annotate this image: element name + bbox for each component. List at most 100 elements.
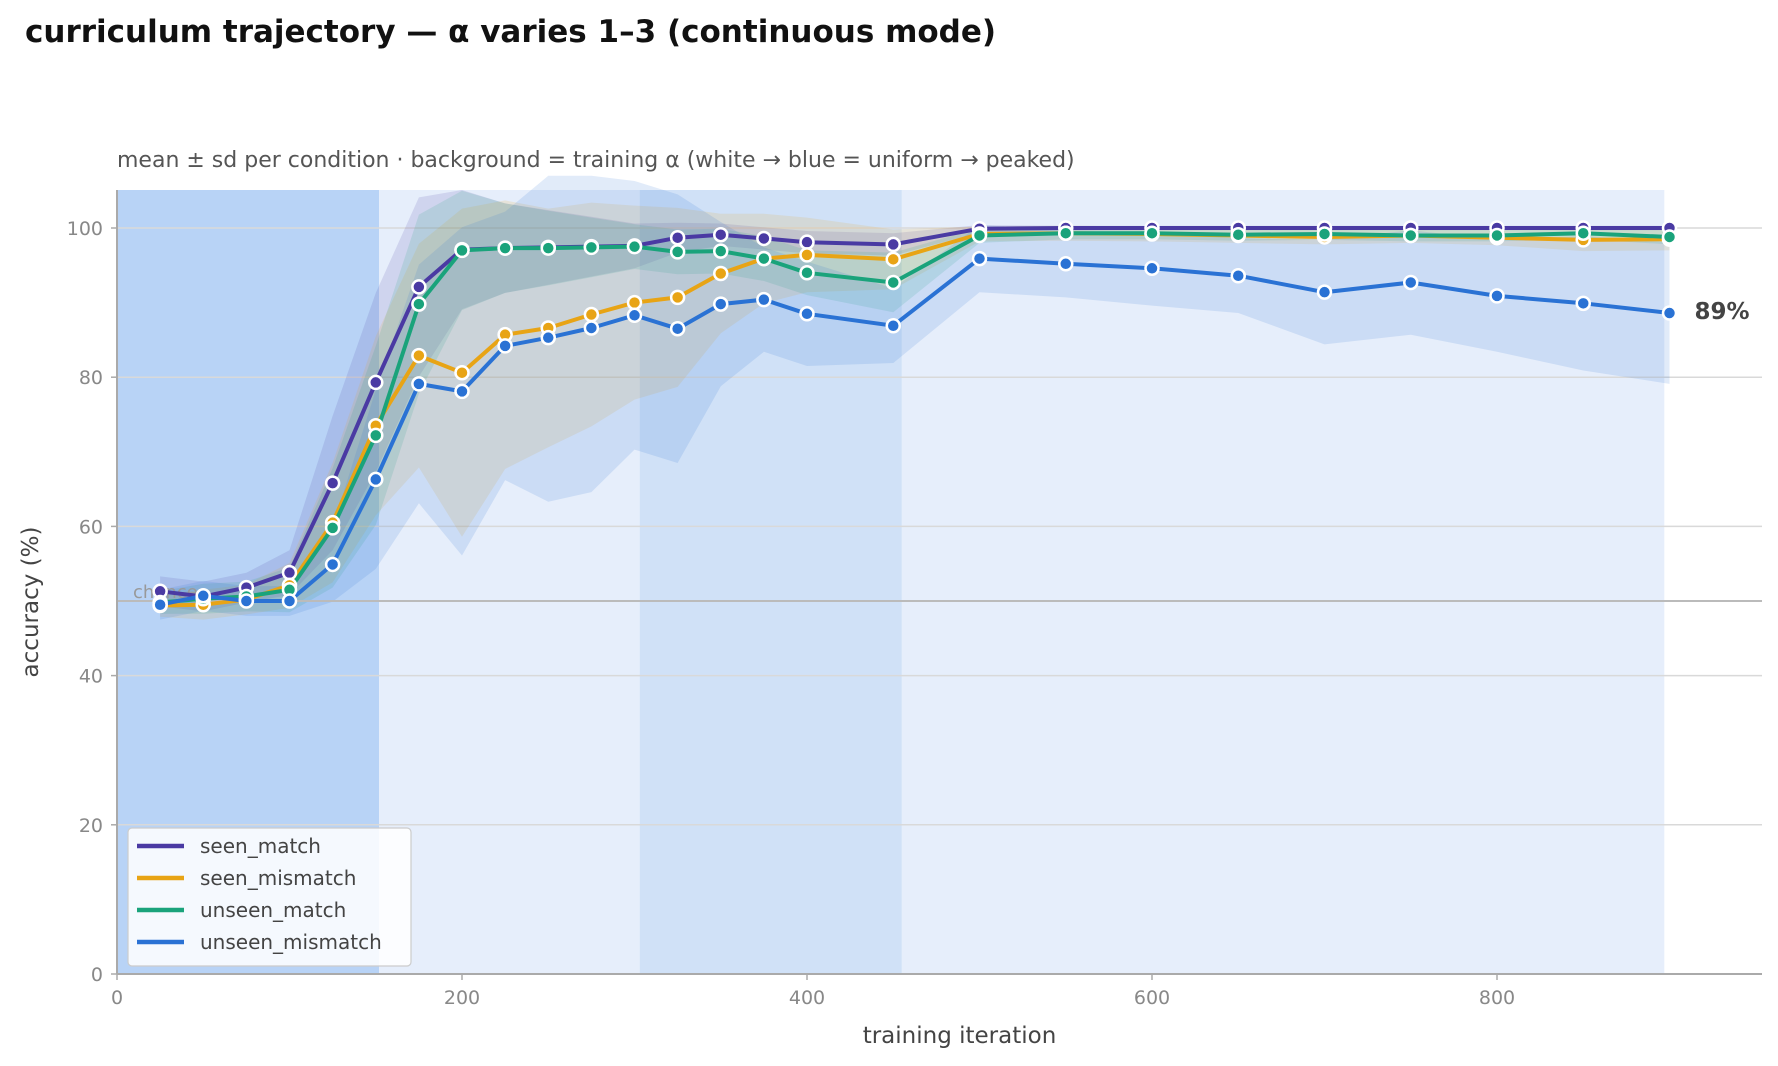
data-point-unseen_match-700 (1316, 226, 1333, 242)
data-point-unseen_mismatch-500 (971, 250, 988, 267)
data-point-unseen_match-900 (1661, 229, 1678, 245)
axes (116, 190, 1762, 975)
x-tick-label-600: 600 (1134, 987, 1170, 1009)
data-point-unseen_mismatch-200 (454, 383, 470, 400)
series-line-unseen_mismatch (159, 256, 1670, 607)
legend-label-unseen_match: unseen_match (200, 898, 346, 922)
data-point-seen_match-350 (713, 226, 729, 243)
legend-label-seen_match: seen_match (200, 834, 321, 858)
data-point-seen_mismatch-450 (885, 251, 901, 268)
data-point-unseen_match-650 (1230, 226, 1246, 243)
data-point-unseen_match-400 (799, 265, 815, 281)
chart-title: curriculum trajectory — α varies 1–3 (co… (25, 14, 997, 50)
data-point-unseen_match-375 (756, 250, 772, 267)
data-point-unseen_mismatch-800 (1489, 288, 1505, 304)
data-point-unseen_match-450 (885, 274, 901, 291)
data-point-seen_match-150 (368, 374, 384, 391)
data-point-seen_match-125 (324, 475, 341, 491)
data-point-unseen_mismatch-250 (540, 329, 556, 346)
data-point-unseen_mismatch-75 (238, 593, 255, 609)
data-point-unseen_match-200 (454, 242, 470, 259)
data-point-seen_match-325 (669, 229, 686, 246)
data-point-unseen_match-225 (497, 240, 513, 256)
data-point-seen_mismatch-400 (799, 247, 815, 263)
sd-band-seen_mismatch (160, 200, 1670, 620)
data-point-seen_mismatch-300 (626, 294, 643, 311)
series-points (152, 220, 1678, 614)
data-point-unseen_mismatch-100 (281, 593, 298, 609)
data-point-seen_mismatch-325 (669, 289, 686, 306)
series-line-seen_match (159, 226, 1670, 599)
chart-subtitle: mean ± sd per condition · background = t… (117, 148, 1075, 173)
legend-box (127, 827, 412, 967)
data-point-unseen_mismatch-125 (324, 556, 341, 573)
x-tick-label-800: 800 (1479, 987, 1515, 1009)
data-point-unseen_match-750 (1403, 227, 1419, 244)
y-tick-label-40: 40 (79, 666, 103, 688)
series-lines (159, 226, 1670, 608)
data-point-unseen_mismatch-700 (1316, 284, 1333, 300)
data-point-unseen_mismatch-550 (1058, 256, 1074, 272)
data-point-unseen_mismatch-450 (885, 317, 901, 334)
data-point-unseen_match-500 (971, 227, 988, 244)
data-point-unseen_match-125 (324, 520, 341, 536)
data-point-unseen_mismatch-375 (756, 291, 772, 308)
data-point-seen_mismatch-275 (583, 306, 600, 323)
data-point-seen_match-375 (756, 230, 772, 247)
data-point-unseen_mismatch-400 (799, 306, 815, 322)
data-point-seen_match-450 (885, 236, 901, 253)
data-point-unseen_mismatch-325 (669, 320, 686, 337)
data-point-unseen_mismatch-900 (1661, 305, 1678, 321)
data-point-unseen_match-300 (626, 238, 643, 255)
data-point-unseen_mismatch-50 (195, 588, 211, 604)
data-point-unseen_match-350 (713, 243, 729, 259)
x-tick-label-0: 0 (111, 987, 123, 1009)
data-point-unseen_mismatch-750 (1403, 274, 1419, 291)
data-point-unseen_match-550 (1058, 225, 1074, 241)
data-point-unseen_match-250 (540, 240, 556, 256)
data-point-unseen_match-150 (368, 427, 384, 444)
x-axis-label: training iteration (863, 1023, 1057, 1049)
data-point-seen_match-400 (799, 234, 815, 250)
data-point-unseen_mismatch-25 (152, 596, 168, 613)
data-point-unseen_match-275 (583, 239, 600, 256)
data-point-seen_match-175 (411, 279, 427, 295)
y-axis-ticks: 0 20 40 60 80 100 (67, 218, 117, 986)
x-axis-ticks: 0 200 400 600 800 (111, 974, 1515, 1009)
y-tick-label-20: 20 (79, 815, 103, 837)
data-point-unseen_mismatch-150 (368, 471, 384, 488)
background-band-3 (901, 190, 1665, 974)
background-band-1 (379, 190, 640, 974)
y-tick-label-100: 100 (67, 218, 103, 240)
legend: seen_match seen_mismatch unseen_matchunsee… (127, 827, 412, 967)
data-point-unseen_mismatch-175 (411, 376, 427, 392)
legend-label-unseen_mismatch: unseen_mismatch (200, 930, 382, 954)
data-point-unseen_mismatch-350 (713, 296, 729, 312)
y-axis-label: accuracy (%) (18, 527, 44, 678)
y-tick-label-60: 60 (79, 516, 103, 538)
data-point-unseen_match-800 (1489, 227, 1505, 244)
data-point-unseen_mismatch-650 (1230, 267, 1246, 284)
end-value-label: 89% (1695, 299, 1750, 325)
data-point-unseen_match-600 (1144, 225, 1160, 241)
series-line-seen_mismatch (160, 231, 1670, 608)
data-point-unseen_match-175 (411, 296, 427, 312)
data-point-unseen_match-325 (669, 244, 686, 260)
x-tick-label-400: 400 (789, 987, 825, 1009)
y-tick-label-80: 80 (79, 367, 103, 389)
sd-band-seen_match (160, 190, 1670, 612)
data-point-unseen_mismatch-600 (1144, 260, 1160, 277)
data-point-unseen_mismatch-275 (583, 320, 600, 336)
y-tick-label-0: 0 (91, 964, 103, 986)
data-point-unseen_mismatch-300 (626, 307, 643, 324)
data-point-seen_mismatch-175 (411, 347, 427, 364)
data-point-seen_match-100 (281, 564, 298, 581)
data-point-unseen_match-850 (1575, 225, 1591, 241)
data-point-unseen_mismatch-850 (1575, 295, 1591, 312)
x-tick-label-200: 200 (444, 987, 480, 1009)
gridlines (117, 227, 1762, 826)
data-point-unseen_mismatch-225 (497, 338, 513, 354)
series-line-unseen_match (159, 231, 1670, 605)
data-point-seen_mismatch-350 (713, 265, 729, 282)
